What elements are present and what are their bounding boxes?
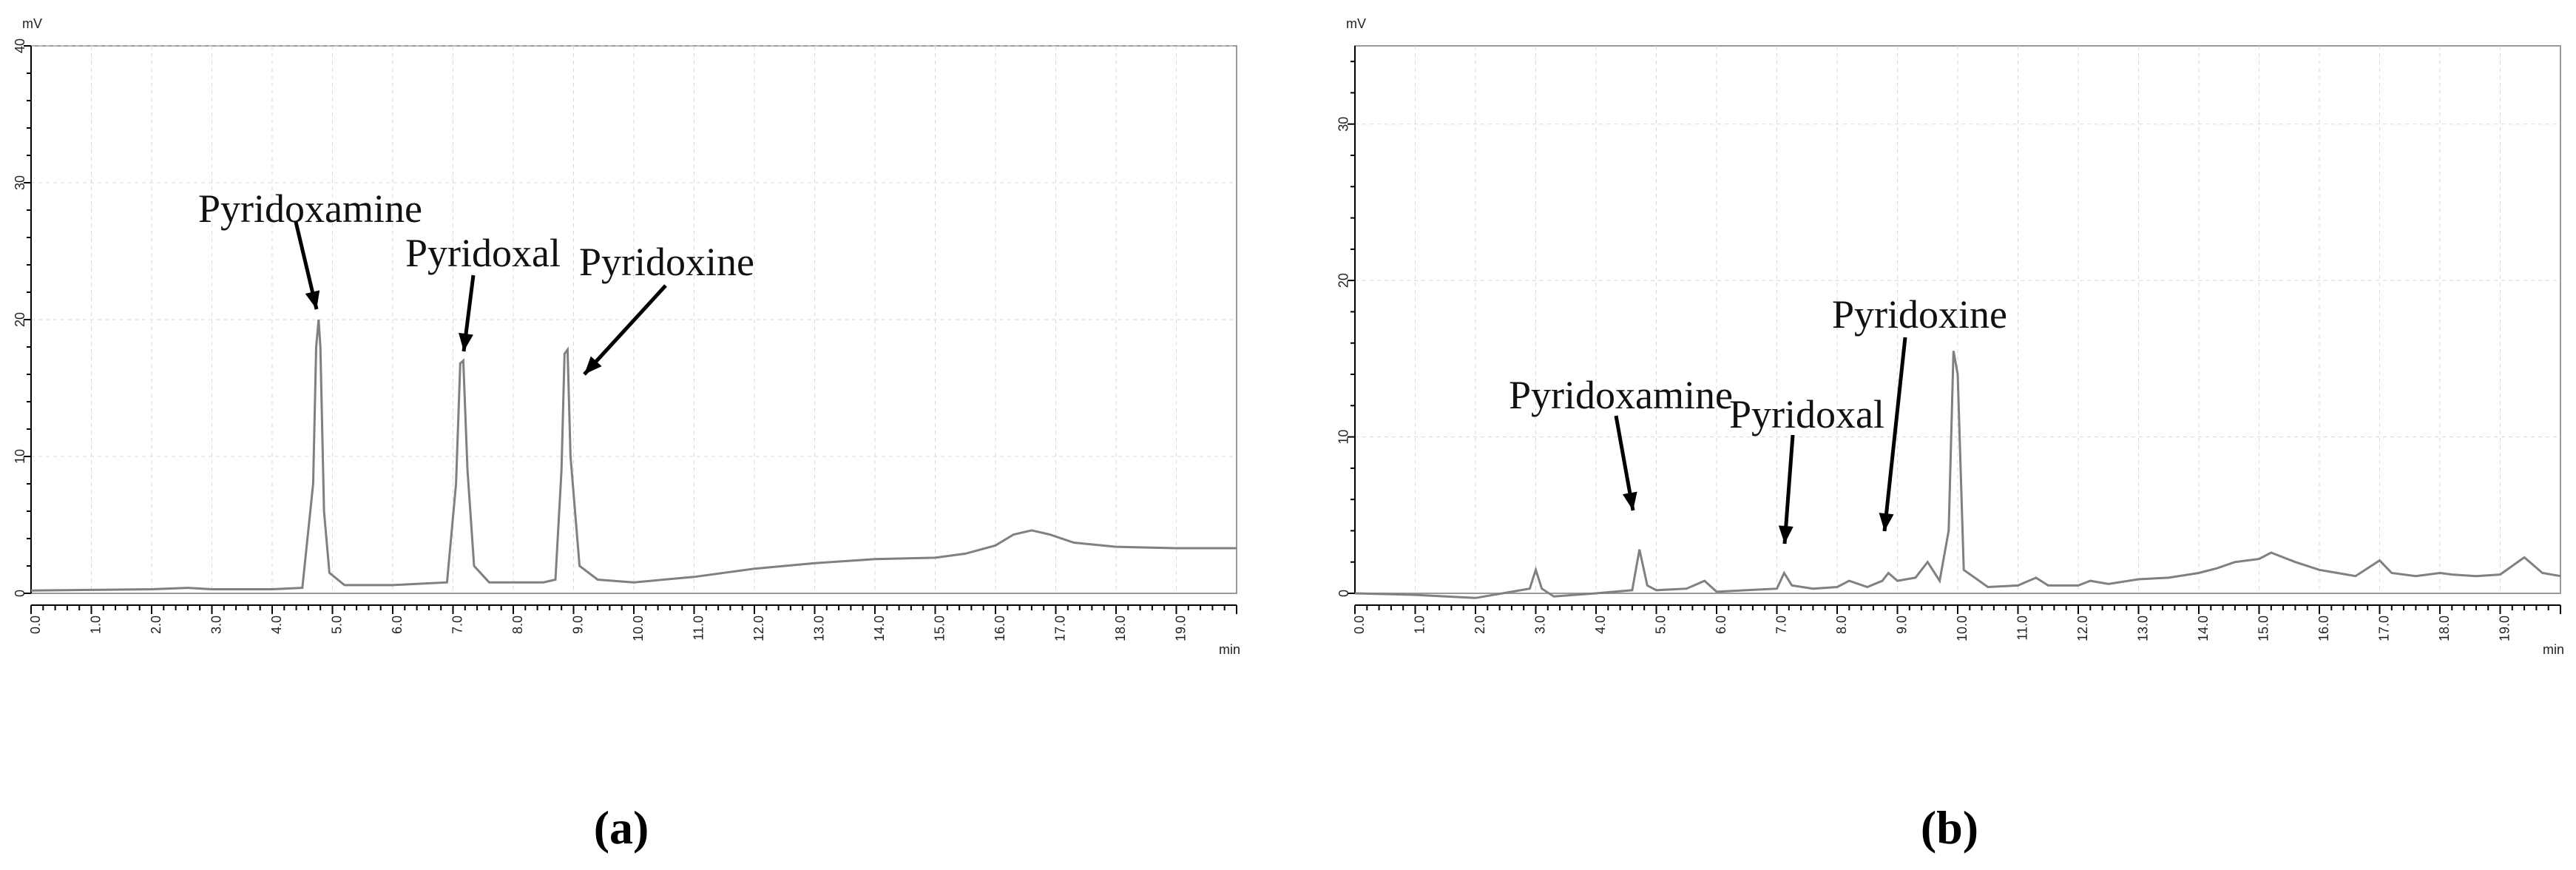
peak-label: Pyridoxine (1832, 292, 2007, 337)
peak-label: Pyridoxamine (198, 186, 422, 231)
x-tick-label: 12.0 (2075, 616, 2090, 641)
y-tick-label: 10 (13, 449, 27, 464)
x-tick-label: 19.0 (1174, 616, 1189, 641)
x-tick-label: 17.0 (2377, 616, 2392, 641)
x-ticks-b: 0.0 1.0 2.0 3.0 4.0 5.0 6.0 7.0 8.0 9.0 10.0 11.0 12… (1352, 605, 2561, 641)
grid-a (31, 45, 1237, 593)
x-tick-label: 3.0 (1533, 616, 1548, 634)
x-tick-label: 19.0 (2498, 616, 2512, 641)
x-tick-label: 4.0 (269, 616, 284, 634)
x-tick-label: 14.0 (872, 616, 887, 641)
peak-label: Pyridoxine (579, 240, 754, 284)
arrow-icon (1882, 337, 1907, 532)
x-tick-label: 0.0 (28, 616, 43, 634)
x-tick-label: 15.0 (2256, 616, 2271, 641)
x-tick-label: 13.0 (2136, 616, 2151, 641)
x-tick-label: 1.0 (89, 616, 104, 634)
arrowhead-icon (1879, 513, 1894, 531)
y-tick-label: 30 (1336, 117, 1351, 132)
x-tick-label: 10.0 (1955, 616, 1970, 641)
panel-label-a: (a) (594, 801, 649, 854)
x-tick-label: 5.0 (1654, 616, 1669, 634)
y-unit-label-a: mV (22, 16, 42, 31)
arrowhead-icon (584, 356, 602, 374)
y-tick-label: 20 (1336, 273, 1351, 288)
arrow-icon (1782, 434, 1795, 544)
x-tick-label: 14.0 (2196, 616, 2211, 641)
panel-label-b: (b) (1921, 801, 1978, 854)
x-tick-label: 11.0 (2015, 616, 2030, 641)
x-tick-label: 11.0 (692, 616, 706, 641)
x-tick-label: 0.0 (1352, 616, 1367, 634)
x-ticks-a: 0.0 1.0 2.0 3.0 4.0 5.0 6.0 7.0 8.0 9.0 10.0 11.0 12… (28, 605, 1237, 641)
y-ticks-a: 0 10 20 30 40 (13, 38, 31, 597)
x-tick-label: 7.0 (1774, 616, 1789, 634)
x-tick-label: 8.0 (1834, 616, 1849, 634)
panel-b-chart: 0.0 1.0 2.0 3.0 4.0 5.0 6.0 7.0 8.0 9.0 10.0 11.0 12… (1336, 16, 2564, 854)
arrowhead-icon (305, 290, 320, 309)
x-tick-label: 9.0 (571, 616, 586, 634)
peak-label: Pyridoxal (405, 231, 561, 275)
grid-b (1355, 46, 2560, 593)
y-tick-label: 10 (1336, 430, 1351, 445)
panel-a-chart: 0.0 1.0 2.0 3.0 4.0 5.0 6.0 7.0 8.0 9.0 10.0 11.0 12… (13, 16, 1240, 854)
y-tick-label: 40 (13, 38, 27, 53)
y-tick-label: 20 (13, 312, 27, 327)
y-tick-label: 0 (13, 590, 27, 597)
x-tick-label: 18.0 (2437, 616, 2452, 641)
x-tick-label: 1.0 (1413, 616, 1427, 634)
arrowhead-icon (1622, 491, 1637, 510)
y-ticks-b: 0 10 20 30 (1336, 61, 1355, 597)
x-tick-label: 17.0 (1053, 616, 1068, 641)
x-tick-label: 5.0 (330, 616, 345, 634)
x-tick-label: 9.0 (1895, 616, 1910, 634)
x-tick-label: 15.0 (933, 616, 947, 641)
x-unit-label-a: min (1219, 642, 1240, 657)
y-unit-label-b: mV (1346, 16, 1366, 31)
x-tick-label: 18.0 (1113, 616, 1128, 641)
x-tick-label: 8.0 (510, 616, 525, 634)
arrow-icon (583, 284, 667, 376)
x-unit-label-b: min (2543, 642, 2564, 657)
x-tick-label: 12.0 (751, 616, 766, 641)
x-tick-label: 6.0 (390, 616, 405, 634)
trace-line-a (30, 319, 1237, 592)
arrowhead-icon (459, 332, 473, 351)
x-tick-label: 3.0 (209, 616, 224, 634)
y-tick-label: 30 (13, 175, 27, 190)
x-tick-label: 16.0 (993, 616, 1007, 641)
x-tick-label: 6.0 (1714, 616, 1728, 634)
peak-label: Pyridoxamine (1509, 373, 1733, 417)
peak-label: Pyridoxal (1729, 392, 1884, 436)
x-tick-label: 7.0 (450, 616, 465, 634)
x-tick-label: 16.0 (2316, 616, 2331, 641)
x-tick-label: 4.0 (1593, 616, 1608, 634)
x-tick-label: 10.0 (631, 616, 646, 641)
x-tick-label: 2.0 (149, 616, 163, 634)
y-tick-label: 0 (1336, 590, 1351, 597)
trace-line-b (1354, 351, 2561, 599)
x-tick-label: 13.0 (812, 616, 827, 641)
x-tick-label: 2.0 (1473, 616, 1487, 634)
arrowhead-icon (1778, 525, 1794, 544)
